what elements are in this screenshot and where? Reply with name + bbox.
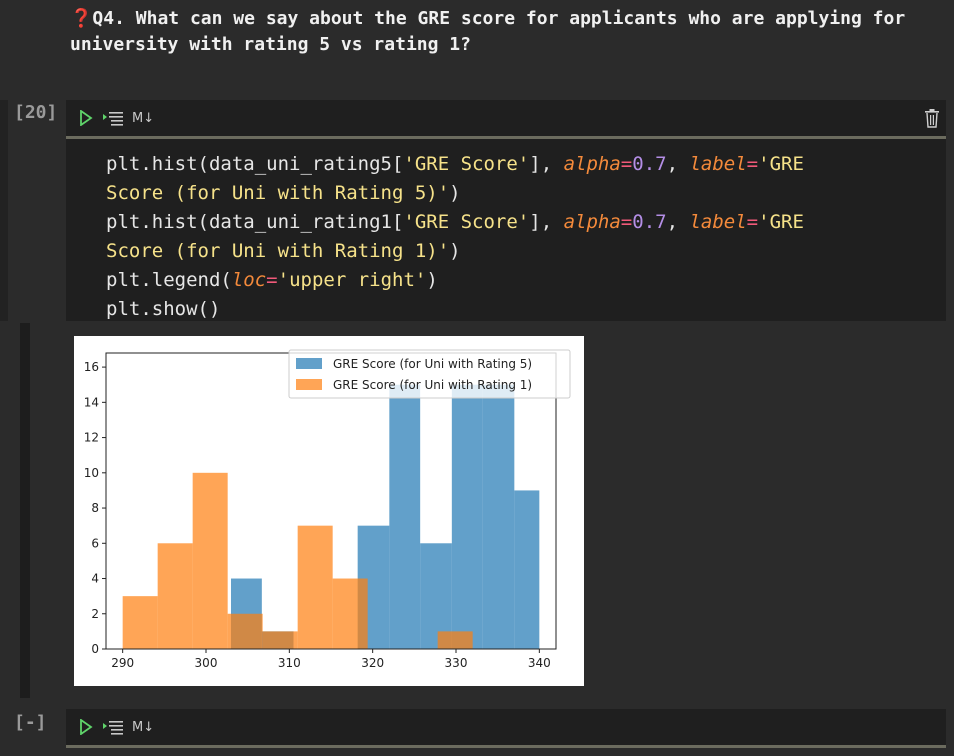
- code-token: ): [449, 182, 461, 204]
- code-token: ,: [666, 153, 690, 175]
- histogram-bar: [451, 384, 483, 649]
- code-token: =: [746, 211, 759, 233]
- y-tick-label: 12: [84, 431, 99, 445]
- histogram-bar: [192, 472, 228, 649]
- legend-swatch: [296, 379, 322, 390]
- cell-divider: [66, 745, 946, 748]
- x-tick-label: 330: [445, 656, 468, 670]
- code-token: label: [689, 153, 747, 175]
- code-token: Score (for Uni with Rating 5)': [106, 182, 450, 204]
- code-line: plt.legend(loc='upper right'): [106, 266, 946, 295]
- code-token: plt.hist(data_uni_rating1[: [106, 211, 404, 233]
- code-token: plt.hist(data_uni_rating5[: [106, 153, 404, 175]
- histogram-bar: [297, 525, 333, 649]
- code-token: alpha: [563, 153, 621, 175]
- x-tick-label: 300: [195, 656, 218, 670]
- y-tick-label: 10: [84, 466, 99, 480]
- legend-label: GRE Score (for Uni with Rating 1): [333, 378, 532, 392]
- x-tick-label: 290: [111, 656, 134, 670]
- legend-swatch: [296, 358, 322, 369]
- markdown-toggle-button[interactable]: M↓: [132, 110, 155, 126]
- code-token: alpha: [563, 211, 621, 233]
- y-tick-label: 14: [84, 395, 99, 409]
- histogram-bar: [122, 596, 158, 649]
- y-tick-label: 2: [91, 607, 99, 621]
- legend-box: [288, 349, 571, 399]
- code-editor[interactable]: plt.hist(data_uni_rating5['GRE Score'], …: [66, 139, 946, 321]
- cell-toolbar: M↓: [66, 100, 946, 139]
- code-token: Score (for Uni with Rating 1)': [106, 240, 450, 262]
- run-cell-icon[interactable]: [76, 108, 96, 128]
- histogram-bar: [482, 384, 515, 649]
- histogram-bar: [262, 631, 298, 649]
- code-token: ): [449, 240, 461, 262]
- histogram-chart: 290 300 310 320 330 340 0 2 4 6 8 10 12 14 16 GRE Score…: [84, 349, 571, 670]
- code-token: ],: [529, 153, 564, 175]
- histogram-bar: [437, 631, 473, 649]
- code-line: plt.show(): [106, 295, 946, 324]
- code-line: Score (for Uni with Rating 1)'): [106, 237, 946, 266]
- x-tick-label: 310: [278, 656, 301, 670]
- trash-icon[interactable]: [924, 108, 940, 128]
- x-tick-label: 340: [528, 656, 551, 670]
- histogram-bar: [514, 490, 540, 649]
- x-tick-label: 320: [361, 656, 384, 670]
- code-token: plt.show(): [106, 298, 221, 320]
- histogram-bar: [389, 384, 421, 649]
- histogram-bar: [332, 578, 368, 649]
- cell-prompt-2: [-]: [14, 712, 47, 733]
- code-token: 'upper right': [277, 269, 427, 291]
- code-token: ): [426, 269, 438, 291]
- code-token: ],: [529, 211, 564, 233]
- run-by-line-icon[interactable]: [102, 108, 124, 128]
- code-token: 'GRE Score': [403, 211, 530, 233]
- code-token: 0.7: [632, 153, 667, 175]
- cell-gutter: [0, 100, 8, 321]
- y-tick-label: 8: [91, 501, 99, 515]
- histogram-bar: [227, 613, 263, 649]
- code-token: =: [266, 269, 278, 291]
- run-cell-icon[interactable]: [76, 717, 96, 737]
- y-tick-label: 6: [91, 536, 99, 550]
- code-token: label: [689, 211, 747, 233]
- code-line: plt.hist(data_uni_rating1['GRE Score'], …: [106, 208, 946, 237]
- output-collapse-bar[interactable]: [20, 323, 30, 698]
- histogram-output: 290 300 310 320 330 340 0 2 4 6 8 10 12 14 16 GRE Score…: [74, 336, 584, 686]
- y-tick-label: 0: [91, 642, 99, 656]
- code-token: =: [620, 211, 633, 233]
- histogram-bar: [157, 543, 193, 649]
- y-tick-label: 16: [84, 360, 99, 374]
- code-token: ,: [666, 211, 690, 233]
- code-token: 'GRE: [758, 153, 804, 175]
- code-token: 'GRE: [758, 211, 804, 233]
- markdown-question: ❓Q4. What can we say about the GRE score…: [70, 6, 940, 58]
- markdown-toggle-button[interactable]: M↓: [132, 719, 155, 735]
- question-mark-icon: ❓: [70, 8, 93, 29]
- legend-label: GRE Score (for Uni with Rating 5): [333, 357, 532, 371]
- code-token: loc: [231, 269, 267, 291]
- y-tick-label: 4: [91, 572, 99, 586]
- code-line: Score (for Uni with Rating 5)'): [106, 179, 946, 208]
- code-token: plt.legend(: [106, 269, 232, 291]
- cell-toolbar-2: M↓: [66, 709, 946, 745]
- code-line: plt.hist(data_uni_rating5['GRE Score'], …: [106, 150, 946, 179]
- code-token: =: [746, 153, 759, 175]
- cell-prompt: [20]: [14, 102, 58, 123]
- code-token: 0.7: [632, 211, 667, 233]
- code-token: =: [620, 153, 633, 175]
- question-text: Q4. What can we say about the GRE score …: [70, 8, 906, 55]
- code-token: 'GRE Score': [403, 153, 530, 175]
- run-by-line-icon[interactable]: [102, 717, 124, 737]
